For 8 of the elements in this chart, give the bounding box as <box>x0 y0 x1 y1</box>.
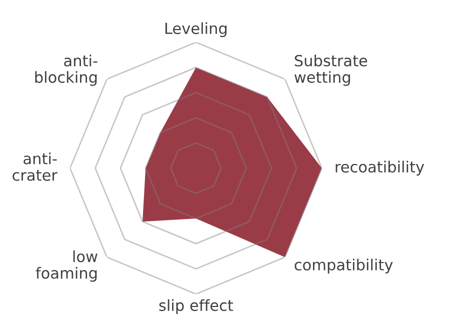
spoke-label: slip effect <box>159 299 234 314</box>
spoke-label: anti- crater <box>12 152 58 181</box>
spoke-label: compatibility <box>294 258 393 274</box>
spoke-label: recoatibility <box>336 160 424 176</box>
spoke-label: anti- blocking <box>35 54 98 86</box>
spoke-label: Leveling <box>165 22 227 38</box>
spoke-label: Substrate wetting <box>294 54 368 86</box>
spoke-label: low foaming <box>36 250 98 282</box>
